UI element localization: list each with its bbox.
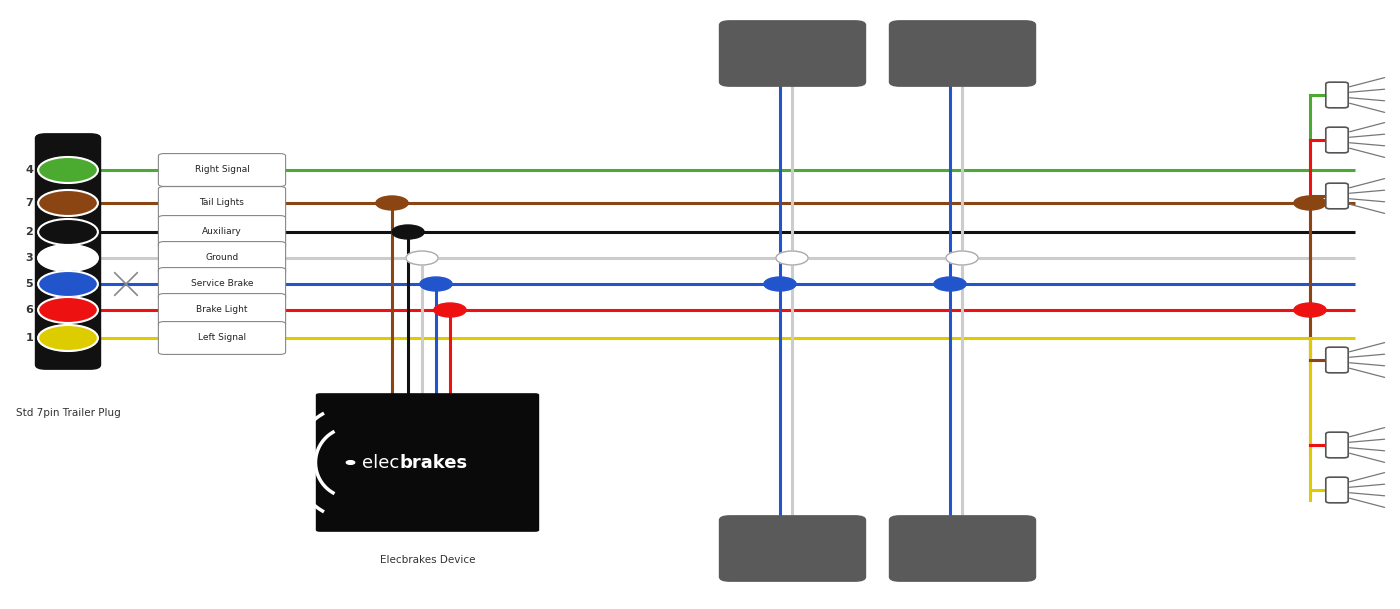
Circle shape xyxy=(946,251,979,265)
Text: 1: 1 xyxy=(25,333,34,343)
Text: Auxiliary: Auxiliary xyxy=(202,228,242,236)
Text: 6: 6 xyxy=(25,305,34,315)
Circle shape xyxy=(38,157,98,183)
Circle shape xyxy=(1294,303,1326,317)
Circle shape xyxy=(420,277,452,291)
Circle shape xyxy=(406,251,438,265)
Circle shape xyxy=(1294,196,1326,210)
FancyBboxPatch shape xyxy=(158,186,286,219)
Circle shape xyxy=(38,190,98,216)
FancyBboxPatch shape xyxy=(1326,347,1348,373)
Text: Std 7pin Trailer Plug: Std 7pin Trailer Plug xyxy=(15,407,120,418)
FancyBboxPatch shape xyxy=(1326,477,1348,503)
FancyBboxPatch shape xyxy=(158,216,286,248)
FancyBboxPatch shape xyxy=(718,515,867,582)
Text: Tail Lights: Tail Lights xyxy=(200,199,245,208)
FancyBboxPatch shape xyxy=(316,393,539,532)
FancyBboxPatch shape xyxy=(1326,127,1348,153)
FancyBboxPatch shape xyxy=(1326,432,1348,458)
Text: 4: 4 xyxy=(25,165,34,175)
Circle shape xyxy=(38,219,98,245)
Text: Ground: Ground xyxy=(206,253,238,262)
Circle shape xyxy=(392,225,424,239)
FancyBboxPatch shape xyxy=(1326,183,1348,209)
FancyBboxPatch shape xyxy=(158,242,286,275)
Circle shape xyxy=(346,460,354,464)
Text: Right Signal: Right Signal xyxy=(195,166,249,175)
FancyBboxPatch shape xyxy=(158,294,286,326)
FancyBboxPatch shape xyxy=(158,322,286,354)
Text: 7: 7 xyxy=(25,198,34,208)
FancyBboxPatch shape xyxy=(158,153,286,186)
Circle shape xyxy=(38,271,98,297)
FancyBboxPatch shape xyxy=(718,20,867,87)
Text: 3: 3 xyxy=(25,253,34,263)
Text: Brake Light: Brake Light xyxy=(196,306,248,314)
Text: Left Signal: Left Signal xyxy=(197,334,246,342)
Circle shape xyxy=(764,277,797,291)
FancyBboxPatch shape xyxy=(889,515,1036,582)
Circle shape xyxy=(776,251,808,265)
Text: 2: 2 xyxy=(25,227,34,237)
Text: Service Brake: Service Brake xyxy=(190,280,253,289)
Text: Elecbrakes Device: Elecbrakes Device xyxy=(379,555,475,565)
Circle shape xyxy=(38,245,98,271)
FancyBboxPatch shape xyxy=(35,133,101,370)
FancyBboxPatch shape xyxy=(889,20,1036,87)
Circle shape xyxy=(434,303,466,317)
FancyBboxPatch shape xyxy=(1326,82,1348,108)
Circle shape xyxy=(38,325,98,351)
Text: elec: elec xyxy=(363,454,399,471)
Text: 5: 5 xyxy=(25,279,34,289)
Circle shape xyxy=(377,196,407,210)
Circle shape xyxy=(38,297,98,323)
Text: brakes: brakes xyxy=(399,454,468,471)
Circle shape xyxy=(934,277,966,291)
FancyBboxPatch shape xyxy=(158,267,286,300)
